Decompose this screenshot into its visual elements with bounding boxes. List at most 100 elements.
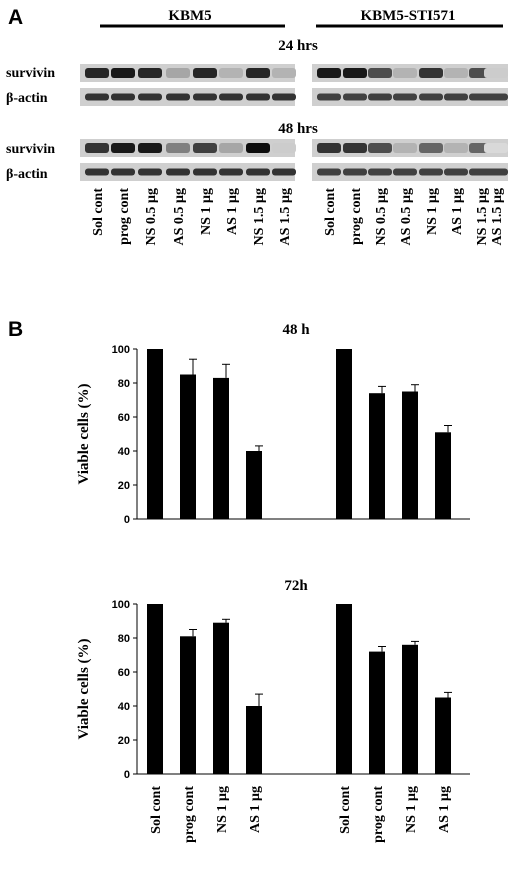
- y-tick-label: 40: [118, 446, 130, 458]
- y-tick-label: 0: [124, 514, 130, 526]
- lane-label: NS 1 µg: [425, 188, 440, 235]
- bar-chart-72h: 72h 0 20 40 60 80 100 Viable cells (%): [76, 578, 470, 781]
- category-label: prog cont: [371, 786, 386, 843]
- blot-band: [85, 68, 109, 78]
- blot-band: [246, 93, 270, 101]
- blot-band: [444, 93, 468, 101]
- bar: [213, 622, 229, 774]
- blot-band: [393, 168, 417, 176]
- lane-label: NS 1 µg: [199, 188, 214, 235]
- blot-band: [368, 168, 392, 176]
- panel-a-letter: A: [8, 6, 23, 29]
- blot-band: [111, 68, 135, 78]
- blot-band: [343, 93, 367, 101]
- blot-band: [166, 93, 190, 101]
- category-label: NS 1 µg: [404, 786, 419, 833]
- western-blots: [80, 64, 508, 181]
- blot-band: [444, 143, 468, 153]
- y-tick-label: 60: [118, 412, 130, 424]
- blot-row-label-survivin-24: survivin: [6, 66, 55, 81]
- bar: [402, 644, 418, 774]
- blot-row-label-actin-48: β-actin: [6, 167, 48, 182]
- blot-band: [272, 93, 296, 101]
- group-label-kbm5-sti571: KBM5-STI571: [360, 8, 455, 24]
- blot-band: [393, 143, 417, 153]
- blot-band: [343, 143, 367, 153]
- bar: [336, 604, 352, 774]
- bar: [246, 706, 262, 774]
- panel-b-category-labels: Sol cont prog cont NS 1 µg AS 1 µg Sol cont p…: [149, 786, 452, 843]
- blot-band: [219, 143, 243, 153]
- bar: [213, 377, 229, 519]
- blot-band: [193, 168, 217, 176]
- bar-chart-48h: 48 h 0 20 40 60 80 100 Viable cells (%): [76, 322, 470, 526]
- category-label: Sol cont: [338, 786, 353, 834]
- panel-b-letter: B: [8, 318, 23, 341]
- category-label: AS 1 µg: [248, 786, 263, 833]
- bar: [336, 349, 352, 519]
- y-tick-label: 100: [112, 599, 130, 611]
- lane-label: NS 0.5 µg: [374, 188, 389, 245]
- y-tick-label: 40: [118, 701, 130, 713]
- chart-title: 72h: [284, 578, 308, 594]
- lane-label: NS 0.5 µg: [144, 188, 159, 245]
- blot-band: [368, 143, 392, 153]
- y-tick-label: 20: [118, 735, 130, 747]
- blot-band: [111, 168, 135, 176]
- blot-band: [138, 168, 162, 176]
- blot-band: [419, 168, 443, 176]
- lane-label: AS 1.5 µg: [490, 188, 505, 245]
- bar: [369, 651, 385, 774]
- blot-band: [272, 68, 296, 78]
- group-label-kbm5: KBM5: [168, 8, 211, 24]
- blot-band: [138, 143, 162, 153]
- blot-time-24: 24 hrs: [278, 38, 318, 54]
- y-axis-label: Viable cells (%): [76, 383, 92, 484]
- chart-title: 48 h: [282, 322, 310, 338]
- blot-band: [138, 68, 162, 78]
- category-label: NS 1 µg: [215, 786, 230, 833]
- blot-row-label-actin-24: β-actin: [6, 91, 48, 106]
- y-tick-label: 80: [118, 378, 130, 390]
- lane-label: NS 1.5 µg: [252, 188, 267, 245]
- bar: [180, 374, 196, 519]
- bar: [435, 432, 451, 519]
- bar: [147, 604, 163, 774]
- lane-label: Sol cont: [91, 188, 106, 236]
- lane-label: AS 0.5 µg: [399, 188, 414, 245]
- blot-band: [444, 168, 468, 176]
- y-tick-label: 0: [124, 769, 130, 781]
- lane-label: AS 0.5 µg: [172, 188, 187, 245]
- y-tick-label: 100: [112, 344, 130, 356]
- blot-band: [246, 143, 270, 153]
- lane-label: prog cont: [117, 188, 132, 245]
- lane-label: AS 1 µg: [225, 188, 240, 235]
- bar: [147, 349, 163, 519]
- blot-band: [138, 93, 162, 101]
- blot-band: [419, 93, 443, 101]
- blot-band: [219, 93, 243, 101]
- blot-band: [419, 68, 443, 78]
- blot-band: [166, 168, 190, 176]
- blot-band: [368, 68, 392, 78]
- blot-band: [85, 168, 109, 176]
- blot-band: [484, 93, 508, 101]
- blot-time-48: 48 hrs: [278, 121, 318, 137]
- blot-band: [317, 168, 341, 176]
- blot-band: [444, 68, 468, 78]
- lane-labels: Sol cont prog cont NS 0.5 µg AS 0.5 µg NS 1 …: [91, 188, 505, 246]
- y-axis-label: Viable cells (%): [76, 638, 92, 739]
- blot-band: [343, 68, 367, 78]
- blot-band: [272, 168, 296, 176]
- blot-band: [393, 68, 417, 78]
- lane-label: AS 1 µg: [450, 188, 465, 235]
- blot-band: [484, 143, 508, 153]
- blot-band: [111, 93, 135, 101]
- blot-band: [219, 168, 243, 176]
- blot-band: [484, 68, 508, 78]
- blot-row-label-survivin-48: survivin: [6, 142, 55, 157]
- category-label: prog cont: [182, 786, 197, 843]
- lane-label: Sol cont: [323, 188, 338, 236]
- blot-band: [484, 168, 508, 176]
